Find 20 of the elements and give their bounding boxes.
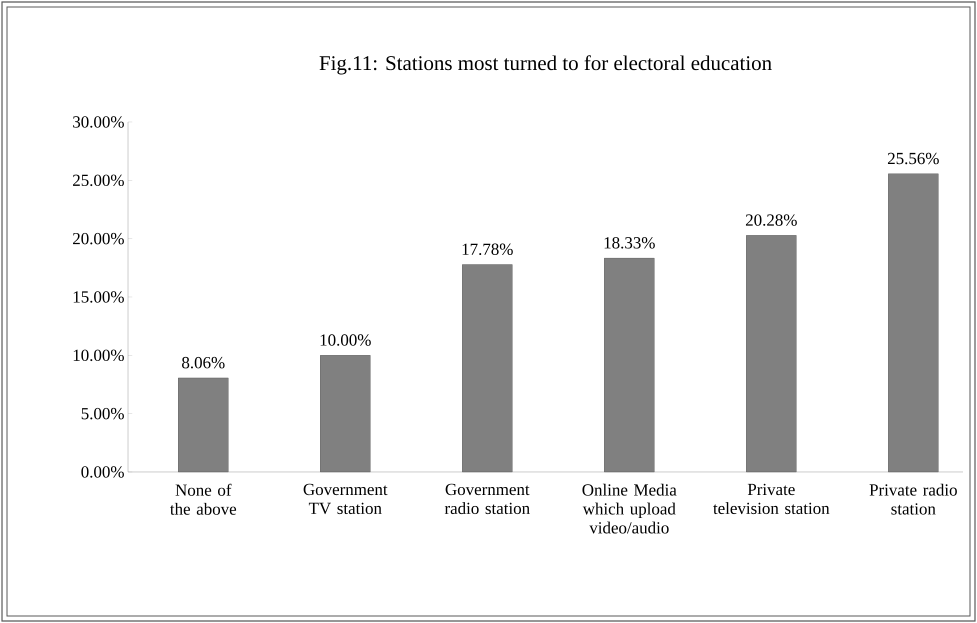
x-tick-label: None of the above — [170, 484, 236, 515]
y-tick-label: 5.00% — [82, 408, 124, 420]
y-tick-label: 10.00% — [74, 350, 124, 362]
y-tick-label: 15.00% — [74, 291, 124, 303]
y-tick-label: 20.00% — [73, 232, 124, 244]
data-label: 8.06% — [182, 356, 225, 368]
x-tick-label: Private television station — [713, 484, 830, 514]
data-label: 17.78% — [462, 244, 513, 256]
y-tick-label: 30.00% — [73, 116, 124, 128]
y-tick-label: 25.00% — [73, 174, 124, 186]
chart-title: Fig.11: Stations most turned to for electoral education — [320, 55, 772, 74]
data-label: 20.28% — [746, 214, 797, 226]
x-tick-label: Government radio station — [444, 484, 530, 514]
data-label: 25.56% — [888, 152, 939, 164]
x-tick-label: Online Media which upload video/audio — [582, 484, 677, 534]
data-label: 10.00% — [320, 334, 371, 346]
data-label: 18.33% — [604, 237, 655, 249]
y-tick-label: 0.00% — [81, 466, 124, 478]
x-tick-label: Government TV station — [304, 484, 388, 514]
x-tick-label: Private radio station — [870, 484, 957, 515]
